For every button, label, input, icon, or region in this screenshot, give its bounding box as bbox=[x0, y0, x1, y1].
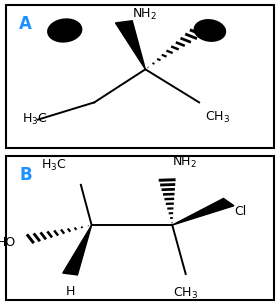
Text: B: B bbox=[19, 166, 32, 184]
Text: A: A bbox=[19, 15, 32, 33]
Text: CH$_3$: CH$_3$ bbox=[173, 285, 198, 300]
Text: NH$_2$: NH$_2$ bbox=[172, 155, 197, 170]
Text: H$_3$C: H$_3$C bbox=[22, 112, 47, 127]
Polygon shape bbox=[172, 198, 234, 225]
Ellipse shape bbox=[193, 19, 226, 42]
Text: H$_3$C: H$_3$C bbox=[41, 158, 67, 173]
Text: Cl: Cl bbox=[234, 205, 246, 218]
Text: H: H bbox=[66, 285, 75, 298]
Text: CH$_3$: CH$_3$ bbox=[204, 110, 230, 125]
Text: H: H bbox=[209, 21, 218, 34]
Polygon shape bbox=[116, 21, 145, 69]
Text: NH$_2$: NH$_2$ bbox=[132, 7, 157, 22]
Ellipse shape bbox=[47, 18, 82, 43]
Polygon shape bbox=[63, 225, 92, 275]
Text: HO: HO bbox=[0, 236, 16, 249]
